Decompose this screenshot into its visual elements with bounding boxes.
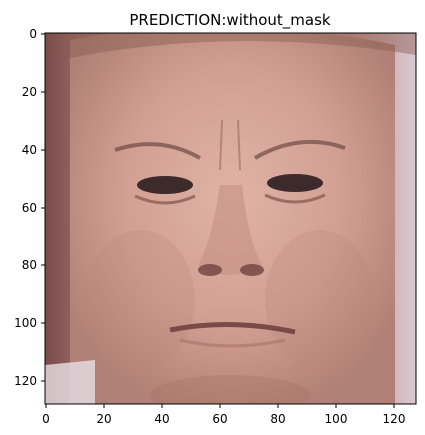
y-tick-label: 80	[22, 258, 37, 272]
x-tick-label: 100	[325, 412, 348, 426]
y-tick-label: 100	[14, 316, 37, 330]
y-axis: 0 20 40 60 80 100 120	[14, 27, 45, 388]
y-tick-label: 20	[22, 85, 37, 99]
image-frame	[44, 32, 417, 405]
y-tick-label: 40	[22, 143, 37, 157]
x-tick-label: 0	[42, 412, 50, 426]
x-tick-label: 120	[383, 412, 406, 426]
y-tick-label: 60	[22, 201, 37, 215]
face-image	[45, 33, 416, 404]
x-tick-label: 40	[154, 412, 169, 426]
y-tick-label: 120	[14, 374, 37, 388]
x-tick-label: 60	[212, 412, 227, 426]
chart-title: PREDICTION:without_mask	[129, 11, 331, 30]
x-tick-label: 20	[96, 412, 111, 426]
x-tick-label: 80	[270, 412, 285, 426]
y-tick-label: 0	[29, 27, 37, 41]
x-axis: 0 20 40 60 80 100 120	[42, 404, 405, 426]
